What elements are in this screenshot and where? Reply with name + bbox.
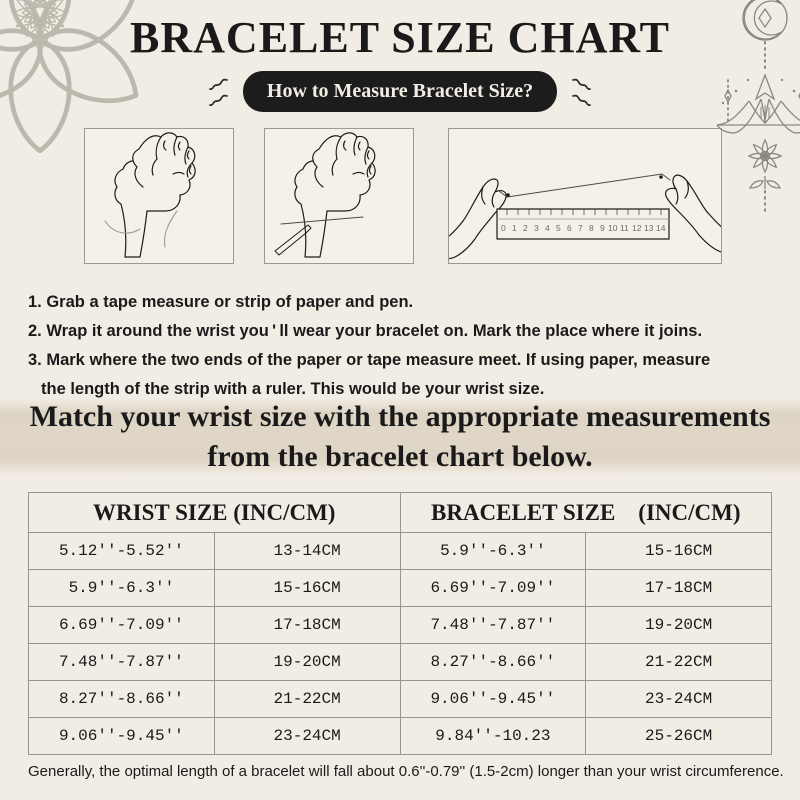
svg-text:0: 0 <box>501 223 506 233</box>
svg-text:8: 8 <box>589 223 594 233</box>
svg-text:11: 11 <box>620 223 629 233</box>
svg-text:1: 1 <box>512 223 517 233</box>
svg-text:13: 13 <box>644 223 654 233</box>
svg-text:5: 5 <box>556 223 561 233</box>
svg-text:3: 3 <box>534 223 539 233</box>
svg-text:9: 9 <box>600 223 605 233</box>
svg-text:6: 6 <box>567 223 572 233</box>
svg-text:4: 4 <box>545 223 550 233</box>
svg-text:10: 10 <box>608 223 618 233</box>
svg-text:2: 2 <box>523 223 528 233</box>
svg-text:12: 12 <box>632 223 642 233</box>
svg-text:14: 14 <box>656 223 666 233</box>
svg-text:7: 7 <box>578 223 583 233</box>
